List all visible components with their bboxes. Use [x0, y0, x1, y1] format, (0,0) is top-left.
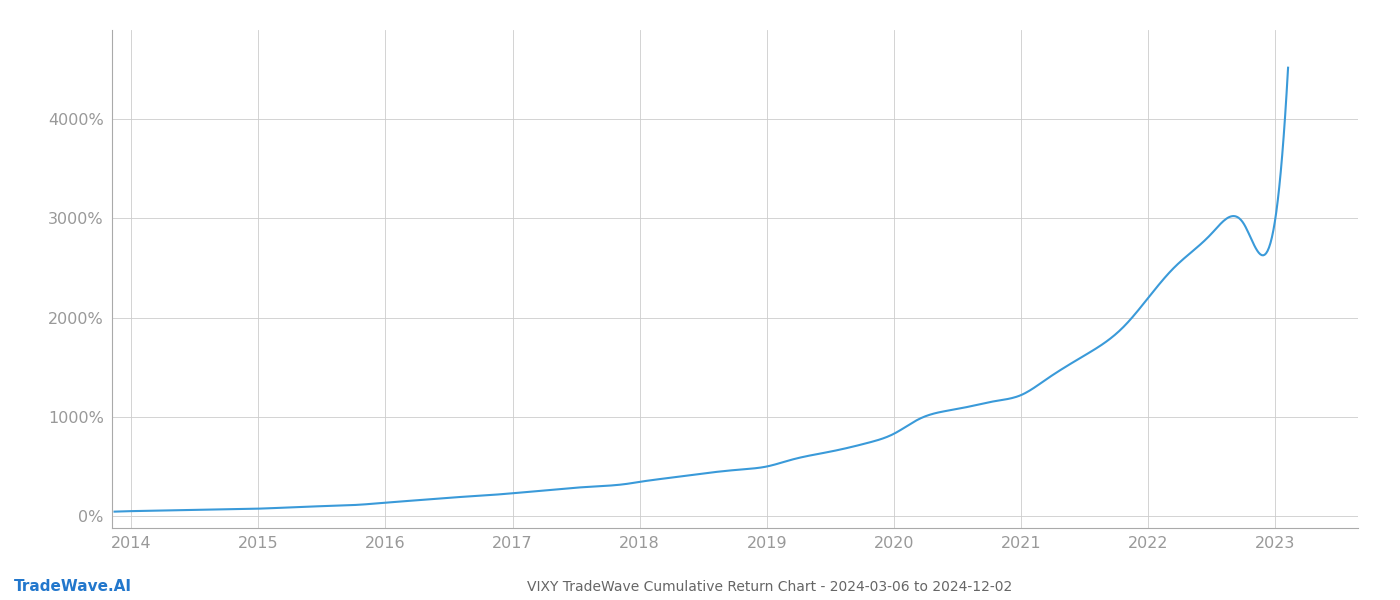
Text: VIXY TradeWave Cumulative Return Chart - 2024-03-06 to 2024-12-02: VIXY TradeWave Cumulative Return Chart -… — [528, 580, 1012, 594]
Text: TradeWave.AI: TradeWave.AI — [14, 579, 132, 594]
